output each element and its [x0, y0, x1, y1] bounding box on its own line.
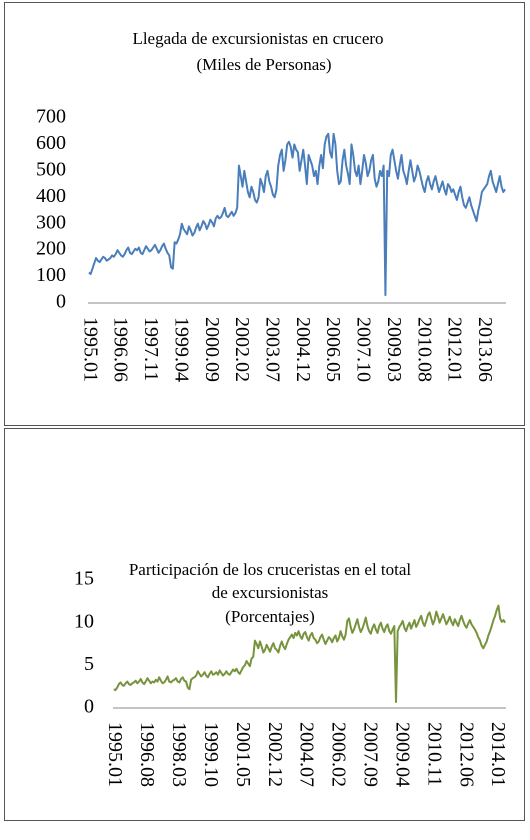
x-tick-label: 2007.10 — [353, 317, 375, 382]
y-tick-label: 100 — [36, 264, 66, 286]
x-tick-label: 2009.03 — [383, 317, 405, 382]
x-tick-label: 1996.08 — [136, 722, 158, 787]
y-tick-label: 400 — [36, 185, 66, 207]
x-tick-label: 2006.05 — [322, 317, 344, 382]
y-tick-label: 600 — [36, 132, 66, 154]
x-tick-label: 1995.01 — [79, 317, 101, 382]
x-tick-label: 2004.07 — [296, 722, 318, 787]
x-tick-label: 1997.11 — [140, 317, 162, 381]
x-tick-label: 1998.03 — [168, 722, 190, 787]
y-tick-label: 200 — [36, 238, 66, 260]
y-tick-label: 700 — [36, 106, 66, 128]
panel-frame — [4, 428, 525, 821]
y-tick-label: 10 — [74, 610, 94, 632]
data-line — [88, 132, 506, 297]
chart-subtitle: (Miles de Personas) — [196, 55, 331, 74]
y-tick-label: 15 — [74, 568, 94, 590]
x-tick-label: 1999.04 — [170, 317, 192, 382]
y-tick-label: 300 — [36, 211, 66, 233]
x-tick-label: 2012.06 — [455, 722, 477, 787]
x-tick-label: 2001.05 — [232, 722, 254, 787]
chart-subtitle: de excursionistas — [212, 583, 329, 602]
chart-subtitle: (Porcentajes) — [225, 607, 315, 626]
x-tick-label: 1999.10 — [200, 722, 222, 787]
data-line — [113, 604, 506, 704]
panel-frame — [4, 2, 525, 426]
x-tick-label: 2009.04 — [391, 722, 413, 787]
y-tick-label: 0 — [56, 291, 66, 313]
x-tick-label: 2003.07 — [262, 317, 284, 382]
x-tick-label: 2013.06 — [474, 317, 496, 382]
y-tick-label: 500 — [36, 158, 66, 180]
x-tick-label: 1996.06 — [110, 317, 132, 382]
y-tick-label: 0 — [84, 696, 94, 718]
x-tick-label: 2012.01 — [444, 317, 466, 382]
chart-title: Llegada de excursionistas en crucero — [132, 29, 383, 48]
x-tick-label: 2007.09 — [360, 722, 382, 787]
x-tick-label: 1995.01 — [104, 722, 126, 787]
x-tick-label: 2010.08 — [413, 317, 435, 382]
x-tick-label: 2006.02 — [328, 722, 350, 787]
x-tick-label: 2002.12 — [264, 722, 286, 787]
y-tick-label: 5 — [84, 653, 94, 675]
x-tick-label: 2004.12 — [292, 317, 314, 382]
x-tick-label: 2014.01 — [487, 722, 509, 787]
chart-title: Participación de los cruceristas en el t… — [129, 560, 412, 579]
x-tick-label: 2002.02 — [231, 317, 253, 382]
x-tick-label: 2010.11 — [423, 722, 445, 786]
x-tick-label: 2000.09 — [201, 317, 223, 382]
